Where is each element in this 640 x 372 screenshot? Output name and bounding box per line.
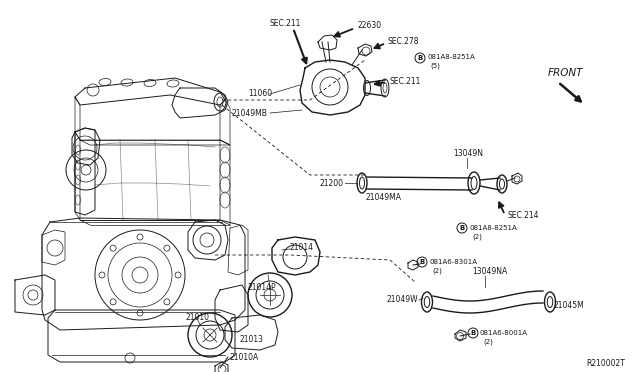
Text: FRONT: FRONT — [548, 68, 584, 78]
Text: (5): (5) — [430, 63, 440, 69]
Text: 13049NA: 13049NA — [472, 267, 508, 276]
Text: 11060: 11060 — [248, 90, 272, 99]
Text: 22630: 22630 — [358, 22, 382, 31]
Text: 21014P: 21014P — [247, 282, 276, 292]
Text: R210002T: R210002T — [586, 359, 625, 368]
Text: 081A8-8251A: 081A8-8251A — [469, 225, 516, 231]
Text: 21049MB: 21049MB — [232, 109, 268, 118]
Text: SEC.211: SEC.211 — [269, 19, 301, 29]
Text: B: B — [419, 259, 424, 265]
Text: 21200: 21200 — [320, 179, 344, 187]
Text: SEC.214: SEC.214 — [507, 211, 538, 219]
Text: 21045M: 21045M — [553, 301, 584, 310]
Text: 21010: 21010 — [185, 312, 209, 321]
Text: SEC.278: SEC.278 — [387, 36, 419, 45]
Text: 21014: 21014 — [290, 244, 314, 253]
Text: B: B — [470, 330, 476, 336]
Text: 21049MA: 21049MA — [365, 192, 401, 202]
Text: B: B — [460, 225, 465, 231]
Text: 081A6-8001A: 081A6-8001A — [480, 330, 528, 336]
Text: (2): (2) — [483, 339, 493, 345]
Text: (2): (2) — [432, 268, 442, 274]
Text: SEC.211: SEC.211 — [389, 77, 420, 86]
Text: 21013: 21013 — [240, 336, 264, 344]
Text: 081A8-8251A: 081A8-8251A — [427, 54, 475, 60]
Text: 21010A: 21010A — [230, 353, 259, 362]
Text: (2): (2) — [472, 234, 482, 240]
Text: B: B — [417, 55, 422, 61]
Text: 13049N: 13049N — [453, 150, 483, 158]
Text: 21049W: 21049W — [387, 295, 418, 305]
Text: 081A6-8301A: 081A6-8301A — [429, 259, 477, 265]
